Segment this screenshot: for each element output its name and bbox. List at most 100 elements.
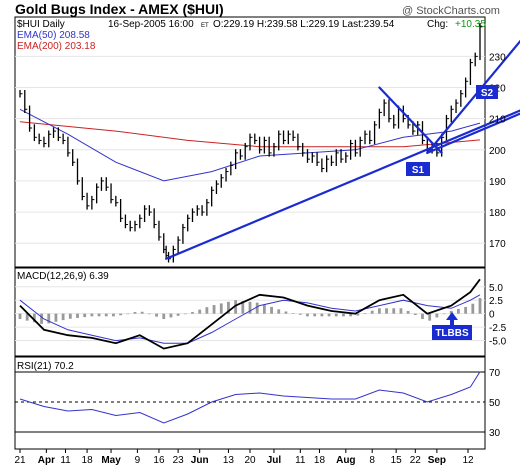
price-grid [15, 55, 485, 244]
macd-histogram-bar [327, 313, 331, 317]
x-tick-label: Jul [267, 455, 282, 466]
macd-line [19, 278, 481, 350]
price-y-ticks: 170180190200210220230 [489, 52, 506, 250]
macd-histogram-bar [370, 310, 374, 314]
macd-histogram-bar [169, 313, 173, 318]
macd-histogram-bar [104, 313, 108, 317]
x-tick-label: May [101, 455, 121, 466]
macd-grid [15, 286, 485, 342]
macd-histogram-bar [413, 313, 417, 315]
x-tick-label: 21 [14, 455, 26, 466]
macd-histogram-bar [40, 313, 43, 324]
macd-histogram-bar [385, 308, 388, 314]
macd-histogram-bar [363, 313, 367, 314]
macd-histogram-bar [133, 312, 137, 314]
x-tick-label: 11 [60, 455, 71, 466]
rsi-layer [19, 371, 481, 424]
x-tick-label: 18 [314, 455, 326, 466]
macd-histogram-bar [399, 308, 403, 314]
macd-histogram-bar [176, 313, 180, 316]
macd-histogram-bar [227, 301, 230, 314]
price-y-tick-label: 230 [489, 52, 506, 63]
symbol-label: $HUI Daily [17, 19, 65, 30]
macd-histogram-bar [32, 313, 36, 323]
ema50-legend: EMA(50) 208.58 [17, 30, 90, 41]
macd-histogram-bar [298, 313, 302, 315]
macd-signal-line [19, 294, 481, 344]
ema50-line [19, 108, 481, 182]
change-value: +10.35 [455, 19, 486, 30]
x-tick-label: 16 [153, 455, 165, 466]
macd-histogram-bar [198, 309, 202, 314]
macd-histogram-bar [255, 302, 259, 314]
macd-histogram-bar [61, 313, 65, 321]
macd-histogram-bar [83, 313, 87, 318]
x-tick-label: 20 [244, 455, 256, 466]
rsi-y-tick-label: 30 [489, 428, 501, 439]
macd-histogram-bar [471, 303, 475, 314]
macd-histogram-bar [306, 313, 309, 317]
macd-histogram-bar [291, 313, 295, 314]
x-tick-label: 22 [410, 455, 422, 466]
macd-histogram-bar [119, 313, 123, 316]
macd-histogram-bar [241, 301, 245, 314]
macd-histogram-bar [464, 306, 468, 314]
price-y-tick-label: 200 [489, 146, 506, 157]
macd-histogram-bar [234, 300, 238, 314]
macd-y-tick-label: 5.0 [489, 283, 503, 294]
macd-histogram-bar [97, 313, 101, 317]
rsi-label: RSI(21) 70.2 [17, 361, 74, 372]
rsi-y-tick-label: 70 [489, 368, 501, 379]
macd-histogram-bar [76, 313, 79, 318]
macd-histogram-bar [248, 301, 252, 314]
x-tick-label: Aug [336, 455, 355, 466]
x-tick-label: Jun [191, 455, 209, 466]
macd-histogram-bar [140, 311, 144, 314]
macd-histogram-bar [90, 313, 94, 317]
macd-histogram-bar [155, 313, 158, 317]
price-y-tick-label: 180 [489, 208, 506, 219]
price-y-tick-label: 170 [489, 239, 506, 250]
macd-histogram-bar [442, 313, 446, 315]
tlbbs-arrow-icon [446, 312, 458, 326]
rsi-panel [14, 356, 486, 450]
ohlc-label: O:229.19 H:239.58 L:229.19 Last:239.54 [213, 19, 395, 30]
macd-histogram-bar [205, 307, 209, 314]
s2-label-box [476, 85, 498, 99]
macd-histogram-bar [377, 308, 381, 314]
macd-histogram-bar [54, 313, 58, 322]
macd-histogram-bar [334, 313, 338, 317]
macd-y-tick-label: 0 [489, 310, 495, 321]
macd-histogram-bar [219, 303, 223, 314]
s1-label: S1 [412, 165, 425, 176]
x-tick-label: 11 [295, 455, 306, 466]
tlbbs-label-box [432, 325, 472, 340]
x-axis-ticks: 21 Apr 11 18 May 9 16 23 Jun 13 20 Jul 11 18 Aug 8 15 22 S… [14, 449, 474, 466]
x-tick-label: Sep [428, 455, 446, 466]
ema200-legend: EMA(200) 203.18 [17, 41, 96, 52]
macd-histogram-bar [262, 304, 266, 314]
macd-label: MACD(12,26,9) 6.39 [17, 271, 109, 282]
macd-histogram-bar [313, 313, 317, 317]
x-tick-label: 8 [369, 455, 375, 466]
rsi-y-tick-label: 50 [489, 398, 501, 409]
s1-trendline [165, 109, 520, 260]
macd-histogram-bar [277, 309, 281, 314]
macd-y-tick-label: -5.0 [489, 337, 507, 348]
macd-histogram-bar [284, 311, 288, 314]
x-tick-label: 13 [223, 455, 235, 466]
s1-label-box [406, 162, 430, 176]
macd-histogram-bar [342, 313, 345, 317]
x-tick-label: 23 [173, 455, 185, 466]
macd-histogram-bar [25, 313, 29, 321]
macd-histogram-bar [428, 313, 432, 321]
upper-trendline [426, 112, 520, 154]
macd-histogram-bar [449, 310, 453, 314]
x-tick-label: 15 [391, 455, 403, 466]
macd-histogram-bar [183, 313, 187, 315]
macd-y-tick-label: -2.5 [489, 323, 507, 334]
copyright-text: @ StockCharts.com [402, 5, 500, 17]
macd-histogram-bar [435, 313, 439, 318]
s2-label: S2 [481, 88, 494, 99]
